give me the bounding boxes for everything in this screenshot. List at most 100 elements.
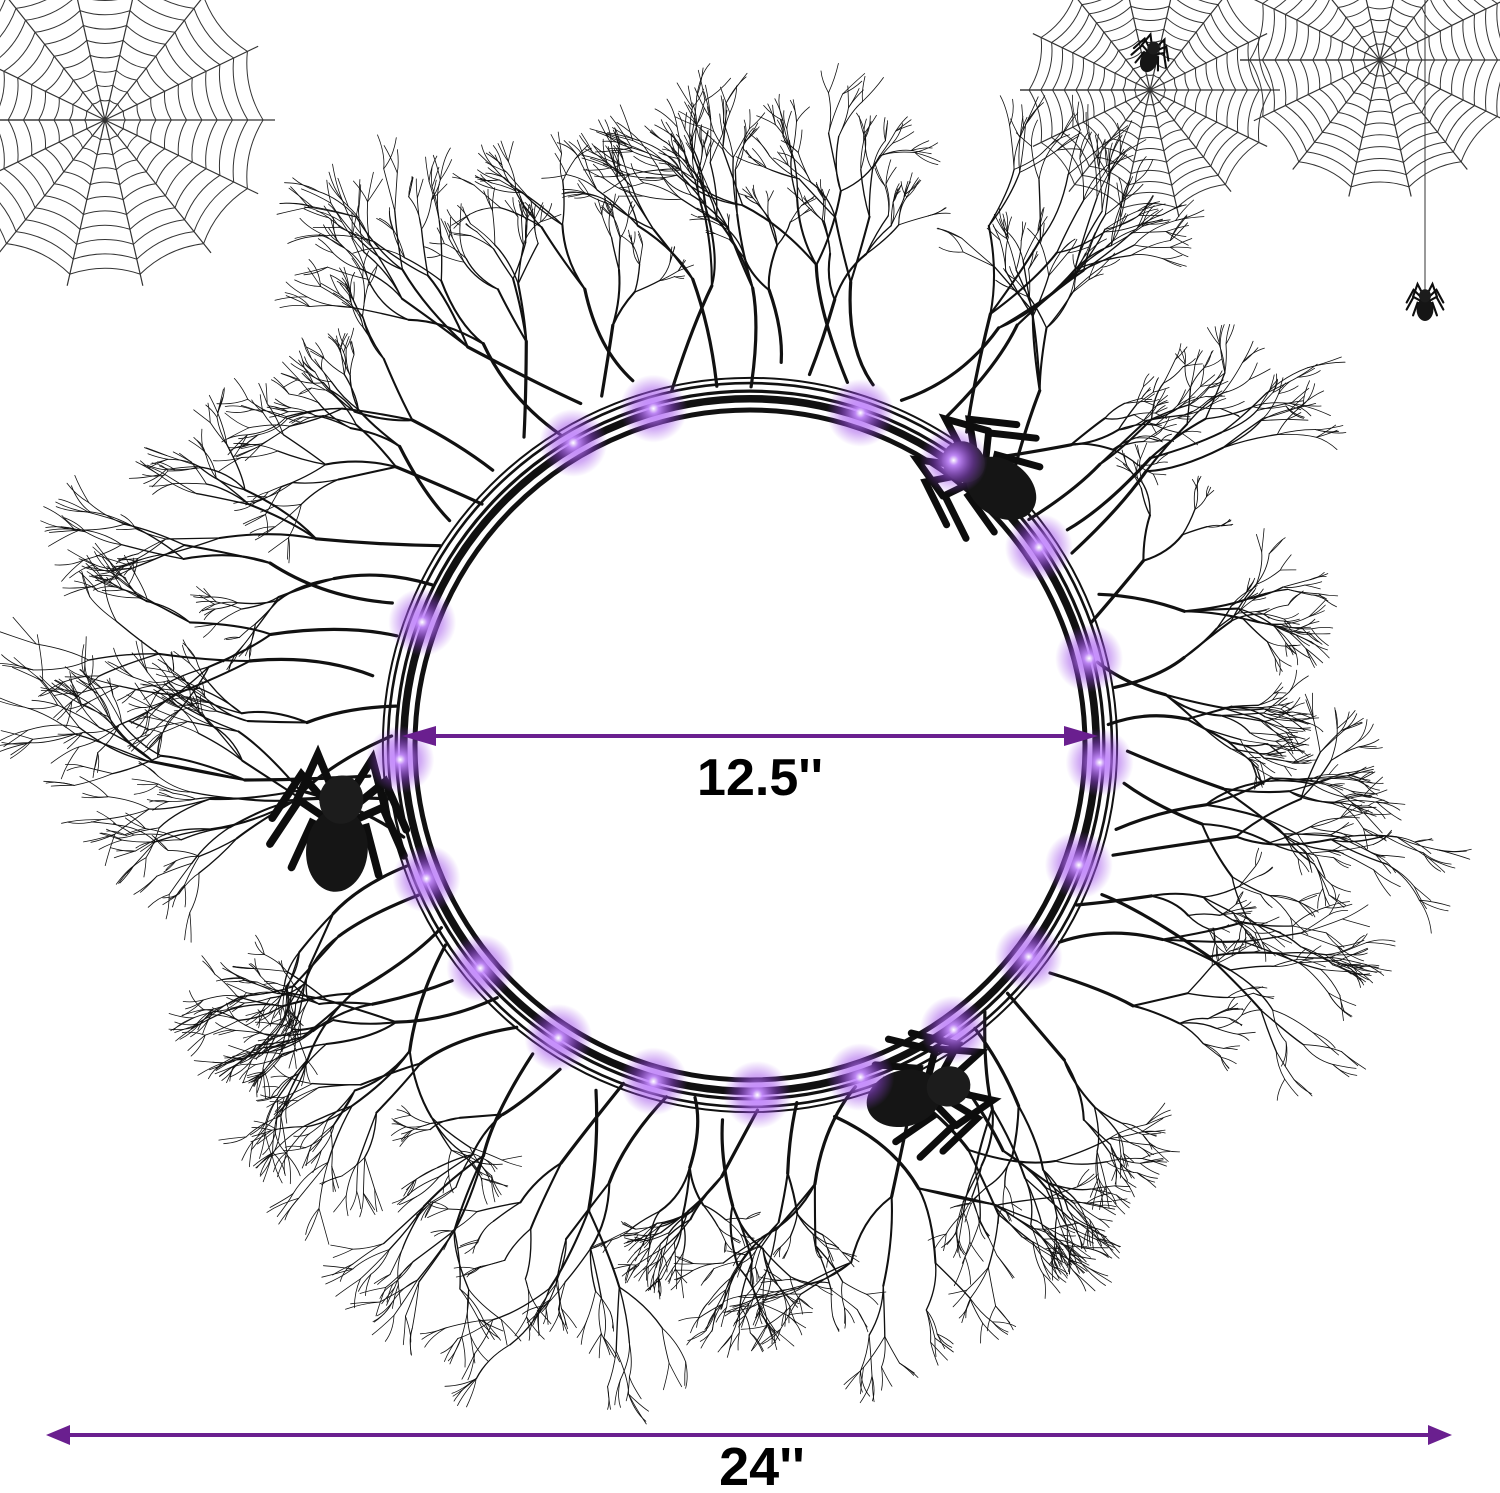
- branch: [1027, 228, 1041, 244]
- branch: [1207, 327, 1220, 345]
- branch: [1242, 617, 1284, 629]
- branch: [394, 465, 484, 506]
- branch: [1246, 577, 1251, 593]
- branch: [1005, 270, 1034, 318]
- branch: [1011, 1203, 1023, 1211]
- branch: [1122, 1177, 1135, 1198]
- branch: [813, 1182, 817, 1247]
- branch: [627, 1245, 643, 1263]
- branch: [168, 884, 185, 900]
- branch: [182, 999, 204, 1003]
- branch: [286, 1125, 309, 1154]
- branch: [1319, 730, 1342, 753]
- branch: [1287, 418, 1309, 421]
- branch: [461, 1336, 466, 1368]
- branch: [1123, 453, 1128, 467]
- branch: [1300, 946, 1341, 968]
- branch: [544, 1281, 566, 1307]
- branch: [1219, 1055, 1230, 1069]
- branch: [453, 234, 472, 237]
- branch: [450, 1149, 473, 1162]
- branch: [1297, 833, 1318, 858]
- branch: [514, 190, 543, 228]
- branch: [1254, 930, 1276, 934]
- branch: [1186, 386, 1192, 425]
- branch: [288, 1019, 296, 1043]
- branch: [1004, 1156, 1013, 1187]
- branch: [356, 1191, 362, 1210]
- branch: [793, 158, 812, 183]
- branch: [106, 576, 123, 591]
- branch: [589, 1247, 603, 1299]
- branch: [111, 755, 162, 775]
- branch: [1141, 1118, 1164, 1133]
- branch: [807, 298, 837, 377]
- branch: [398, 1284, 402, 1306]
- branch: [1162, 254, 1183, 260]
- wreath-branches: [0, 63, 1472, 1425]
- branch: [1305, 648, 1315, 668]
- branch: [1141, 208, 1164, 227]
- branch: [1357, 719, 1368, 742]
- branch: [262, 1032, 278, 1069]
- branch: [239, 434, 259, 449]
- branch: [576, 1321, 587, 1338]
- purple-light: [1055, 624, 1124, 693]
- branch: [165, 894, 170, 920]
- branch: [1130, 240, 1171, 256]
- branch: [925, 1309, 938, 1335]
- branch: [58, 678, 78, 699]
- branch: [610, 115, 633, 149]
- branch: [294, 1026, 307, 1060]
- branch: [1357, 746, 1383, 749]
- branch: [1118, 1133, 1139, 1147]
- branch: [824, 189, 830, 202]
- branch: [322, 382, 356, 413]
- branch: [478, 1318, 504, 1332]
- branch: [1208, 370, 1223, 387]
- branch: [629, 1247, 651, 1266]
- branch: [416, 1202, 432, 1216]
- branch: [1290, 917, 1294, 940]
- branch: [276, 1193, 294, 1217]
- branch: [1143, 401, 1155, 406]
- branch: [1437, 849, 1467, 853]
- branch: [121, 689, 136, 704]
- branch: [332, 292, 352, 303]
- branch: [195, 492, 250, 506]
- branch: [1162, 204, 1182, 215]
- inner-diameter-label: 12.5'': [697, 749, 823, 807]
- branch: [725, 1241, 733, 1251]
- branch: [1109, 1152, 1124, 1179]
- branch: [299, 217, 326, 237]
- branch: [39, 675, 68, 697]
- branch: [241, 450, 279, 458]
- branch: [359, 1062, 422, 1086]
- branch: [1428, 857, 1456, 869]
- branch: [466, 345, 583, 406]
- branch: [282, 985, 288, 1008]
- branch: [821, 196, 824, 221]
- branch: [370, 979, 454, 1006]
- branch: [690, 146, 697, 163]
- branch: [598, 119, 612, 145]
- branch: [273, 1152, 287, 1173]
- branch: [1137, 203, 1166, 212]
- branch: [400, 297, 469, 348]
- branch: [481, 1052, 535, 1158]
- branch: [1414, 838, 1433, 843]
- branch: [1079, 1204, 1100, 1220]
- branch: [838, 107, 849, 137]
- branch: [405, 1126, 431, 1131]
- branch: [203, 623, 217, 638]
- branch: [1306, 850, 1330, 854]
- branch: [741, 147, 763, 167]
- branch: [1088, 273, 1104, 281]
- branch: [201, 955, 216, 975]
- branch: [773, 1329, 778, 1350]
- branch: [1295, 634, 1310, 647]
- branch: [992, 1321, 1017, 1327]
- branch: [1093, 1106, 1120, 1135]
- branch: [514, 1316, 527, 1337]
